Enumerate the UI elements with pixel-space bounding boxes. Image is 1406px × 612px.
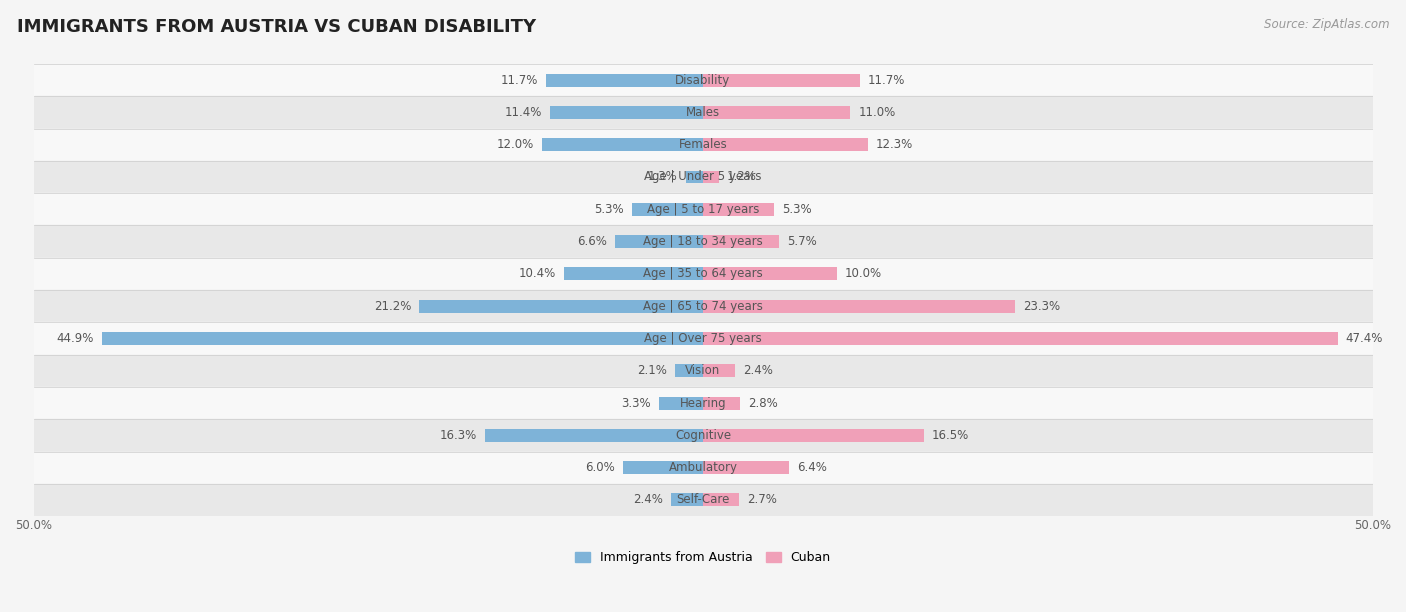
Bar (675, 364, 703, 377)
Bar (703, 397, 741, 409)
Text: 5.3%: 5.3% (782, 203, 811, 216)
Bar (419, 300, 703, 313)
Text: Self-Care: Self-Care (676, 493, 730, 507)
Bar (703, 73, 859, 86)
Bar (34, 161, 1372, 193)
Text: 2.8%: 2.8% (748, 397, 779, 409)
Text: Age | 65 to 74 years: Age | 65 to 74 years (643, 300, 763, 313)
Text: Cognitive: Cognitive (675, 429, 731, 442)
Bar (34, 387, 1372, 419)
Text: Age | 18 to 34 years: Age | 18 to 34 years (643, 235, 763, 248)
Text: 1.3%: 1.3% (648, 171, 678, 184)
Text: 2.7%: 2.7% (747, 493, 778, 507)
Bar (686, 171, 703, 184)
Text: 16.3%: 16.3% (440, 429, 477, 442)
Text: IMMIGRANTS FROM AUSTRIA VS CUBAN DISABILITY: IMMIGRANTS FROM AUSTRIA VS CUBAN DISABIL… (17, 18, 536, 36)
Text: 47.4%: 47.4% (1346, 332, 1384, 345)
Text: 5.7%: 5.7% (787, 235, 817, 248)
Text: 12.3%: 12.3% (876, 138, 912, 151)
Bar (703, 364, 735, 377)
Text: 21.2%: 21.2% (374, 300, 411, 313)
Bar (101, 332, 703, 345)
Bar (564, 267, 703, 280)
Text: 11.7%: 11.7% (868, 73, 905, 87)
Text: Vision: Vision (685, 364, 721, 377)
Text: 1.2%: 1.2% (727, 171, 756, 184)
Text: 23.3%: 23.3% (1024, 300, 1060, 313)
Bar (703, 493, 740, 506)
Bar (550, 106, 703, 119)
Text: Source: ZipAtlas.com: Source: ZipAtlas.com (1264, 18, 1389, 31)
Text: Disability: Disability (675, 73, 731, 87)
Bar (34, 452, 1372, 484)
Bar (614, 235, 703, 248)
Bar (34, 354, 1372, 387)
Text: 5.3%: 5.3% (595, 203, 624, 216)
Bar (703, 138, 868, 151)
Bar (34, 96, 1372, 129)
Bar (543, 138, 703, 151)
Text: 2.4%: 2.4% (633, 493, 662, 507)
Bar (703, 203, 773, 216)
Text: 10.4%: 10.4% (519, 267, 555, 280)
Text: 2.4%: 2.4% (744, 364, 773, 377)
Text: Age | Over 75 years: Age | Over 75 years (644, 332, 762, 345)
Text: 3.3%: 3.3% (621, 397, 651, 409)
Bar (34, 290, 1372, 323)
Text: 6.0%: 6.0% (585, 461, 614, 474)
Bar (485, 429, 703, 442)
Bar (34, 193, 1372, 225)
Text: Males: Males (686, 106, 720, 119)
Bar (34, 419, 1372, 452)
Text: Age | 35 to 64 years: Age | 35 to 64 years (643, 267, 763, 280)
Bar (703, 300, 1015, 313)
Text: 16.5%: 16.5% (932, 429, 969, 442)
Bar (703, 235, 779, 248)
Bar (633, 203, 703, 216)
Text: Age | Under 5 years: Age | Under 5 years (644, 171, 762, 184)
Bar (34, 258, 1372, 290)
Bar (703, 267, 837, 280)
Bar (34, 225, 1372, 258)
Bar (659, 397, 703, 409)
Text: 10.0%: 10.0% (845, 267, 882, 280)
Bar (34, 323, 1372, 354)
Text: 12.0%: 12.0% (498, 138, 534, 151)
Bar (703, 332, 1337, 345)
Bar (623, 461, 703, 474)
Bar (547, 73, 703, 86)
Bar (671, 493, 703, 506)
Text: Hearing: Hearing (679, 397, 727, 409)
Bar (34, 129, 1372, 161)
Text: 11.7%: 11.7% (501, 73, 538, 87)
Text: 6.4%: 6.4% (797, 461, 827, 474)
Legend: Immigrants from Austria, Cuban: Immigrants from Austria, Cuban (575, 551, 831, 564)
Text: 44.9%: 44.9% (56, 332, 94, 345)
Text: Age | 5 to 17 years: Age | 5 to 17 years (647, 203, 759, 216)
Text: Females: Females (679, 138, 727, 151)
Bar (703, 461, 789, 474)
Text: 6.6%: 6.6% (576, 235, 606, 248)
Bar (703, 429, 924, 442)
Bar (34, 64, 1372, 96)
Text: 11.4%: 11.4% (505, 106, 543, 119)
Text: 2.1%: 2.1% (637, 364, 666, 377)
Text: Ambulatory: Ambulatory (668, 461, 738, 474)
Bar (703, 106, 851, 119)
Bar (703, 171, 718, 184)
Bar (34, 484, 1372, 516)
Text: 11.0%: 11.0% (858, 106, 896, 119)
